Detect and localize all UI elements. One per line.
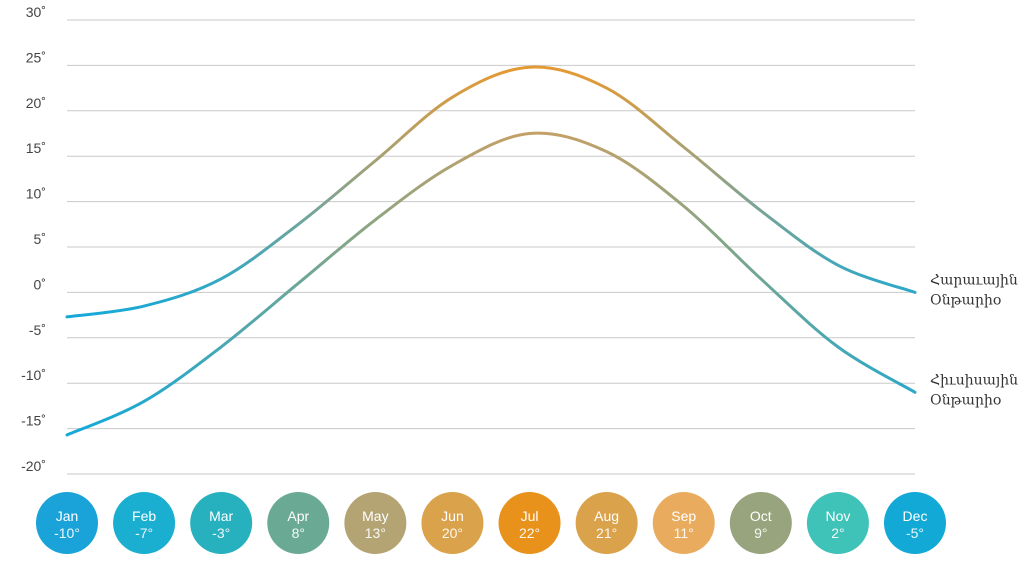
month-name: Sep (671, 508, 696, 524)
month-badge-circle (421, 492, 484, 554)
month-name: Aug (594, 508, 619, 524)
month-badges: Jan-10°Feb-7°Mar-3°Apr8°May13°Jun20°Jul2… (36, 492, 946, 554)
y-tick-label: 30˚ (26, 4, 46, 20)
series-label-southern-ontario: Հարաւային Օնթարիօ (930, 272, 1018, 308)
month-temperature: 11° (674, 525, 694, 541)
month-badge-feb: Feb-7° (113, 492, 176, 554)
y-tick-label: -20˚ (21, 458, 46, 474)
month-badge-circle (267, 492, 330, 554)
y-tick-label: 20˚ (26, 95, 46, 111)
month-name: Nov (825, 508, 850, 524)
series-labels: Հարաւային Օնթարիօ Հիւսիսային Օնթարիօ (930, 272, 1018, 408)
month-temperature: -7° (135, 525, 153, 541)
month-temperature: 2° (831, 525, 844, 541)
month-temperature: -3° (212, 525, 230, 541)
month-name: Apr (287, 508, 309, 524)
month-name: Dec (903, 508, 928, 524)
month-name: Oct (750, 508, 772, 524)
month-temperature: 22° (519, 525, 540, 541)
northern-ontario-line (65, 131, 917, 437)
y-tick-label: 10˚ (26, 186, 46, 202)
gridlines (67, 19, 915, 475)
month-badge-circle (575, 492, 638, 554)
month-badge-circle (344, 492, 407, 554)
month-temperature: 20° (442, 525, 463, 541)
y-tick-label: -5˚ (29, 322, 46, 338)
month-temperature: -10° (54, 525, 80, 541)
y-tick-label: 25˚ (26, 49, 46, 65)
y-tick-label: -15˚ (21, 413, 46, 429)
month-badge-circle (729, 492, 792, 554)
y-tick-label: -10˚ (21, 367, 46, 383)
month-badge-circle (806, 492, 869, 554)
series-lines (65, 65, 917, 437)
month-name: Jan (56, 508, 79, 524)
month-name: May (362, 508, 388, 524)
month-temperature: 21° (596, 525, 617, 541)
y-tick-label: 0˚ (34, 276, 46, 292)
month-badge-circle (36, 492, 98, 554)
month-badge-circle (884, 492, 946, 554)
month-badge-jan: Jan-10° (36, 492, 98, 554)
month-name: Jul (521, 508, 539, 524)
month-name: Mar (209, 508, 233, 524)
southern-ontario-line (65, 65, 917, 319)
month-temperature: 9° (754, 525, 767, 541)
series-label-northern-ontario: Հիւսիսային Օնթարիօ (930, 372, 1018, 408)
month-name: Feb (132, 508, 156, 524)
y-tick-label: 5˚ (34, 231, 46, 247)
month-badge-circle (113, 492, 176, 554)
month-temperature: 8° (292, 525, 305, 541)
month-name: Jun (441, 508, 464, 524)
month-badge-dec: Dec-5° (884, 492, 946, 554)
month-temperature: -5° (906, 525, 924, 541)
month-badge-circle (652, 492, 715, 554)
month-badge-circle (498, 492, 561, 554)
y-axis-ticks: 30˚ 25˚ 20˚ 15˚ 10˚ 5˚ 0˚ -5˚ -10˚ -15˚ -20˚ (21, 4, 46, 474)
month-badge-mar: Mar-3° (190, 492, 253, 554)
y-tick-label: 15˚ (26, 140, 46, 156)
month-temperature: 13° (365, 525, 386, 541)
month-badge-circle (190, 492, 253, 554)
